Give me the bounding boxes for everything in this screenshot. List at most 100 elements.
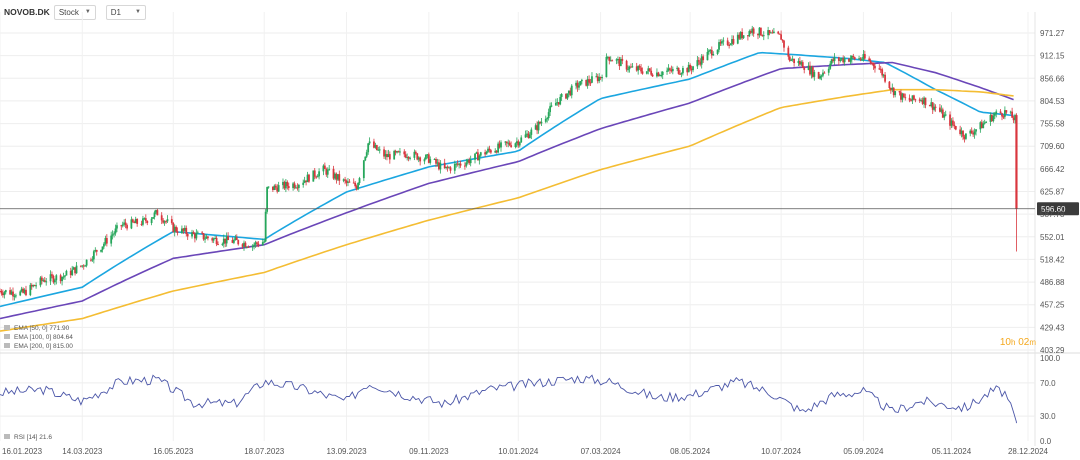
candle-body xyxy=(527,133,530,139)
candle-body xyxy=(143,218,146,220)
candle-body xyxy=(156,210,159,216)
candle-body xyxy=(1009,111,1012,113)
candle-body xyxy=(696,60,699,67)
candle-body xyxy=(297,184,300,188)
candle-body xyxy=(40,277,43,281)
candle-body xyxy=(809,65,811,75)
candle-body xyxy=(871,63,873,65)
candle-body xyxy=(550,105,553,107)
time-tick-label: 05.09.2024 xyxy=(843,447,884,456)
candle-body xyxy=(266,187,269,212)
candle-body xyxy=(697,60,700,62)
countdown-part: h xyxy=(1011,338,1015,347)
candle-body xyxy=(803,68,806,70)
candle-body xyxy=(585,79,588,86)
candle-body xyxy=(576,82,579,88)
price-tick-label: 856.66 xyxy=(1040,74,1065,83)
candle-body xyxy=(419,157,422,162)
candle-body xyxy=(85,259,88,266)
instrument-type-dropdown[interactable]: Stock ▼ xyxy=(53,4,96,20)
candle-body xyxy=(716,49,719,55)
candle-body xyxy=(677,67,680,74)
candle-body xyxy=(271,186,274,190)
candle-body xyxy=(940,109,943,112)
candle-body xyxy=(914,99,917,101)
candle-body xyxy=(852,55,855,58)
candle-body xyxy=(426,154,429,156)
symbol-label[interactable]: NOVOB.DK xyxy=(4,7,50,17)
candle-body xyxy=(232,240,235,243)
candle-body xyxy=(647,68,650,72)
time-axis[interactable]: 16.01.2023 14.03.2023 16.05.2023 18.07.2023… xyxy=(2,447,1049,456)
candle-body xyxy=(939,107,941,112)
candle-body xyxy=(537,121,540,131)
candle-body xyxy=(783,40,785,48)
candle-body xyxy=(378,149,381,151)
candle-body xyxy=(631,66,634,68)
candle-body xyxy=(82,265,85,267)
candle-body xyxy=(869,60,872,64)
candle-body xyxy=(150,218,153,224)
candle-body xyxy=(706,51,709,61)
price-axis[interactable]: 971.27 912.15 856.66 804.53 755.58 709.60 666.… xyxy=(1040,29,1065,355)
price-tick-label: 552.01 xyxy=(1040,233,1065,242)
candle-body xyxy=(214,237,217,239)
candle-body xyxy=(133,221,136,224)
candle-body xyxy=(752,28,755,34)
time-tick-label: 28.12.2024 xyxy=(1008,447,1049,456)
candle-body xyxy=(445,166,448,169)
candle-body xyxy=(989,114,992,122)
candle-body xyxy=(49,274,52,282)
candle-body xyxy=(185,227,188,235)
candle-body xyxy=(863,54,866,59)
candle-body xyxy=(344,179,346,181)
candle-body xyxy=(466,159,469,163)
candle-body xyxy=(788,56,791,61)
candle-body xyxy=(326,169,329,175)
candle-body xyxy=(611,60,614,62)
candle-body xyxy=(362,160,365,179)
candle-body xyxy=(241,244,244,247)
candle-body xyxy=(671,68,674,72)
candle-body xyxy=(207,236,209,239)
candle-body xyxy=(508,142,511,146)
candle-body xyxy=(348,181,351,183)
candle-body xyxy=(39,277,42,286)
candle-body xyxy=(598,76,601,82)
candle-body xyxy=(286,181,289,187)
candle-body xyxy=(409,157,411,159)
rsi-tick-label: 100.0 xyxy=(1040,354,1061,363)
candle-body xyxy=(965,133,967,139)
candle-body xyxy=(103,243,105,247)
candle-body xyxy=(891,87,894,90)
timeframe-dropdown[interactable]: D1 ▼ xyxy=(105,4,146,20)
candle-body xyxy=(793,58,796,64)
candle-body xyxy=(113,233,115,235)
time-tick-label: 14.03.2023 xyxy=(62,447,103,456)
price-tick-label: 429.43 xyxy=(1040,323,1065,332)
candle-body xyxy=(630,66,632,68)
candle-body xyxy=(933,106,936,110)
candle-body xyxy=(982,123,985,129)
candle-body xyxy=(55,275,58,281)
candle-body xyxy=(931,102,934,110)
candle-body xyxy=(245,246,248,248)
candle-body xyxy=(394,150,397,153)
candle-body xyxy=(443,162,446,169)
candle-body xyxy=(1005,110,1008,113)
candle-body xyxy=(979,122,982,130)
candle-body xyxy=(495,150,498,153)
candle-body xyxy=(111,234,114,236)
candle-body xyxy=(500,142,502,148)
candle-body xyxy=(243,242,245,247)
candle-body xyxy=(323,165,326,169)
candle-body xyxy=(313,170,316,177)
candle-body xyxy=(566,93,569,99)
candle-body xyxy=(155,210,157,213)
candle-body xyxy=(397,151,400,153)
candle-body xyxy=(152,217,154,219)
candle-body xyxy=(530,129,533,135)
candle-body xyxy=(667,68,670,71)
time-tick-label: 18.07.2023 xyxy=(244,447,285,456)
